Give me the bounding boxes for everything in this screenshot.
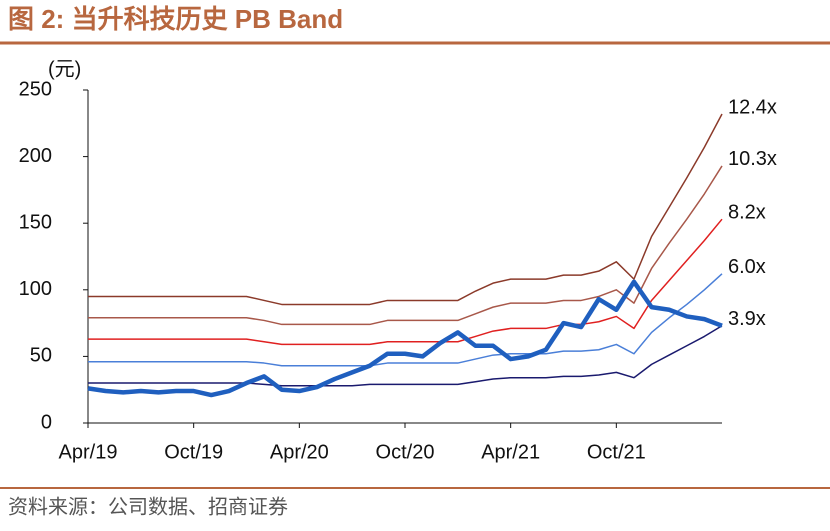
y-axis-label: (元) <box>48 58 81 80</box>
y-tick-label: 50 <box>30 345 52 367</box>
chart-title: 图 2: 当升科技历史 PB Band <box>8 4 343 34</box>
series-label: 8.2x <box>728 201 766 223</box>
series-label: 10.3x <box>728 148 777 170</box>
source: 资料来源：公司数据、招商证券 <box>8 495 288 518</box>
series-label: 12.4x <box>728 96 777 118</box>
series-label: 6.0x <box>728 256 766 278</box>
x-tick-label: Apr/19 <box>59 441 118 463</box>
band-line <box>88 325 723 387</box>
band-line <box>88 113 723 306</box>
y-tick-label: 250 <box>19 78 52 100</box>
y-tick-label: 150 <box>19 211 52 233</box>
series-label: 3.9x <box>728 308 766 330</box>
band-line <box>88 165 723 326</box>
y-tick-label: 0 <box>41 411 52 433</box>
band-line <box>88 273 723 367</box>
x-tick-label: Oct/19 <box>164 441 223 463</box>
price-line <box>87 279 723 398</box>
x-tick-label: Apr/21 <box>481 441 540 463</box>
x-tick-label: Oct/21 <box>587 441 646 463</box>
y-tick-label: 100 <box>19 278 52 300</box>
x-tick-label: Apr/20 <box>270 441 329 463</box>
x-tick-label: Oct/20 <box>376 441 435 463</box>
y-tick-label: 200 <box>19 145 52 167</box>
band-line <box>88 218 723 346</box>
